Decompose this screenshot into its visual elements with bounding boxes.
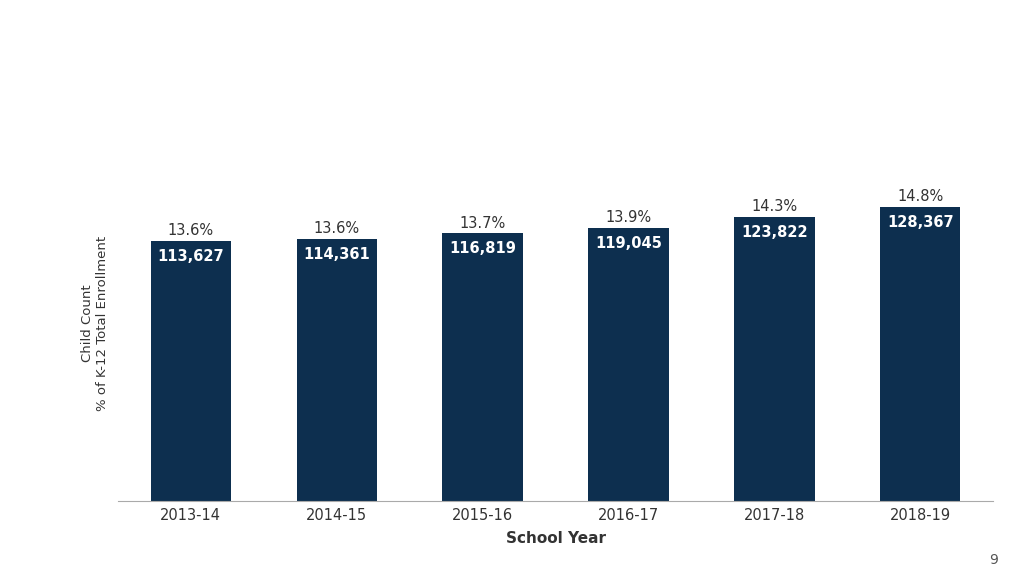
Text: 123,822: 123,822	[741, 225, 808, 240]
Text: 13.9%: 13.9%	[605, 210, 651, 225]
Bar	[442, 233, 522, 501]
Text: 128,367: 128,367	[887, 215, 953, 230]
Text: Students with Disabilities as Percent of K-12 Enrollment: Students with Disabilities as Percent of…	[137, 31, 887, 55]
Text: 119,045: 119,045	[595, 236, 662, 251]
Bar	[151, 241, 230, 501]
Bar	[589, 228, 669, 501]
Text: 9: 9	[989, 554, 998, 567]
Text: 14.3%: 14.3%	[752, 199, 798, 214]
Text: 13.6%: 13.6%	[313, 221, 359, 236]
Bar	[734, 217, 814, 501]
Text: 13.7%: 13.7%	[460, 215, 506, 230]
Text: 113,627: 113,627	[158, 249, 224, 264]
Text: 116,819: 116,819	[450, 241, 516, 256]
Text: 114,361: 114,361	[303, 247, 370, 262]
X-axis label: School Year: School Year	[506, 532, 605, 547]
Text: 13.6%: 13.6%	[168, 223, 214, 238]
Y-axis label: Child Count
% of K-12 Total Enrollment: Child Count % of K-12 Total Enrollment	[82, 236, 110, 411]
Text: 2014-2018: 2014-2018	[441, 85, 583, 109]
Bar	[297, 239, 377, 501]
Bar	[881, 207, 961, 501]
Text: 14.8%: 14.8%	[897, 189, 943, 204]
